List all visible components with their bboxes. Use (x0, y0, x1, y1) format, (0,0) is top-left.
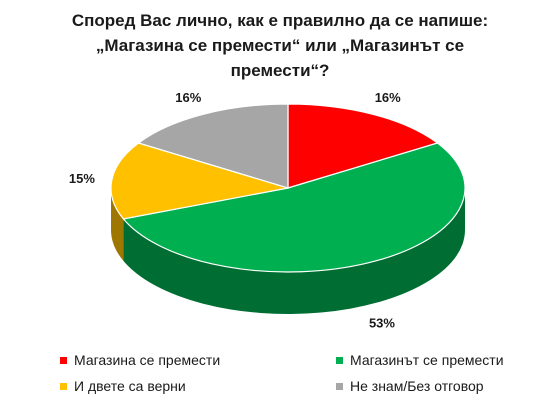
legend-item: Не знам/Без отговор (336, 378, 540, 394)
pie-data-label-3: 16% (175, 90, 201, 105)
legend-swatch (60, 382, 67, 390)
legend: Магазина се премести Магазинът се премест… (60, 352, 540, 394)
pie-depth (111, 188, 465, 314)
pie-side-1 (123, 188, 465, 314)
chart-title: Според Вас лично, как е правилно да се н… (71, 11, 489, 80)
legend-label: И двете са верни (74, 378, 186, 394)
legend-label: Не знам/Без отговор (350, 378, 484, 394)
legend-label: Магазинът се премести (350, 352, 504, 368)
legend-item: Магазина се премести (60, 352, 336, 368)
legend-swatch (336, 382, 343, 390)
pie-slice-0 (287, 103, 439, 189)
legend-swatch (60, 356, 67, 364)
pie-slice-2 (110, 142, 289, 220)
pie-data-label-2: 15% (69, 171, 95, 186)
legend-item: Магазинът се премести (336, 352, 540, 368)
legend-label: Магазина се премести (74, 352, 221, 368)
pie-slice-3 (137, 103, 289, 189)
pie-side-2 (111, 188, 124, 261)
pie-data-label-1: 53% (369, 316, 395, 331)
legend-item: И двете са верни (60, 378, 336, 394)
pie-chart: 16% 53% 15% 16% (69, 90, 466, 331)
pie-top (110, 103, 466, 273)
legend-swatch (336, 356, 343, 364)
pie-slice-1 (122, 142, 466, 273)
pie-labels: 16% 53% 15% 16% (69, 90, 401, 331)
pie-data-label-0: 16% (375, 90, 401, 105)
